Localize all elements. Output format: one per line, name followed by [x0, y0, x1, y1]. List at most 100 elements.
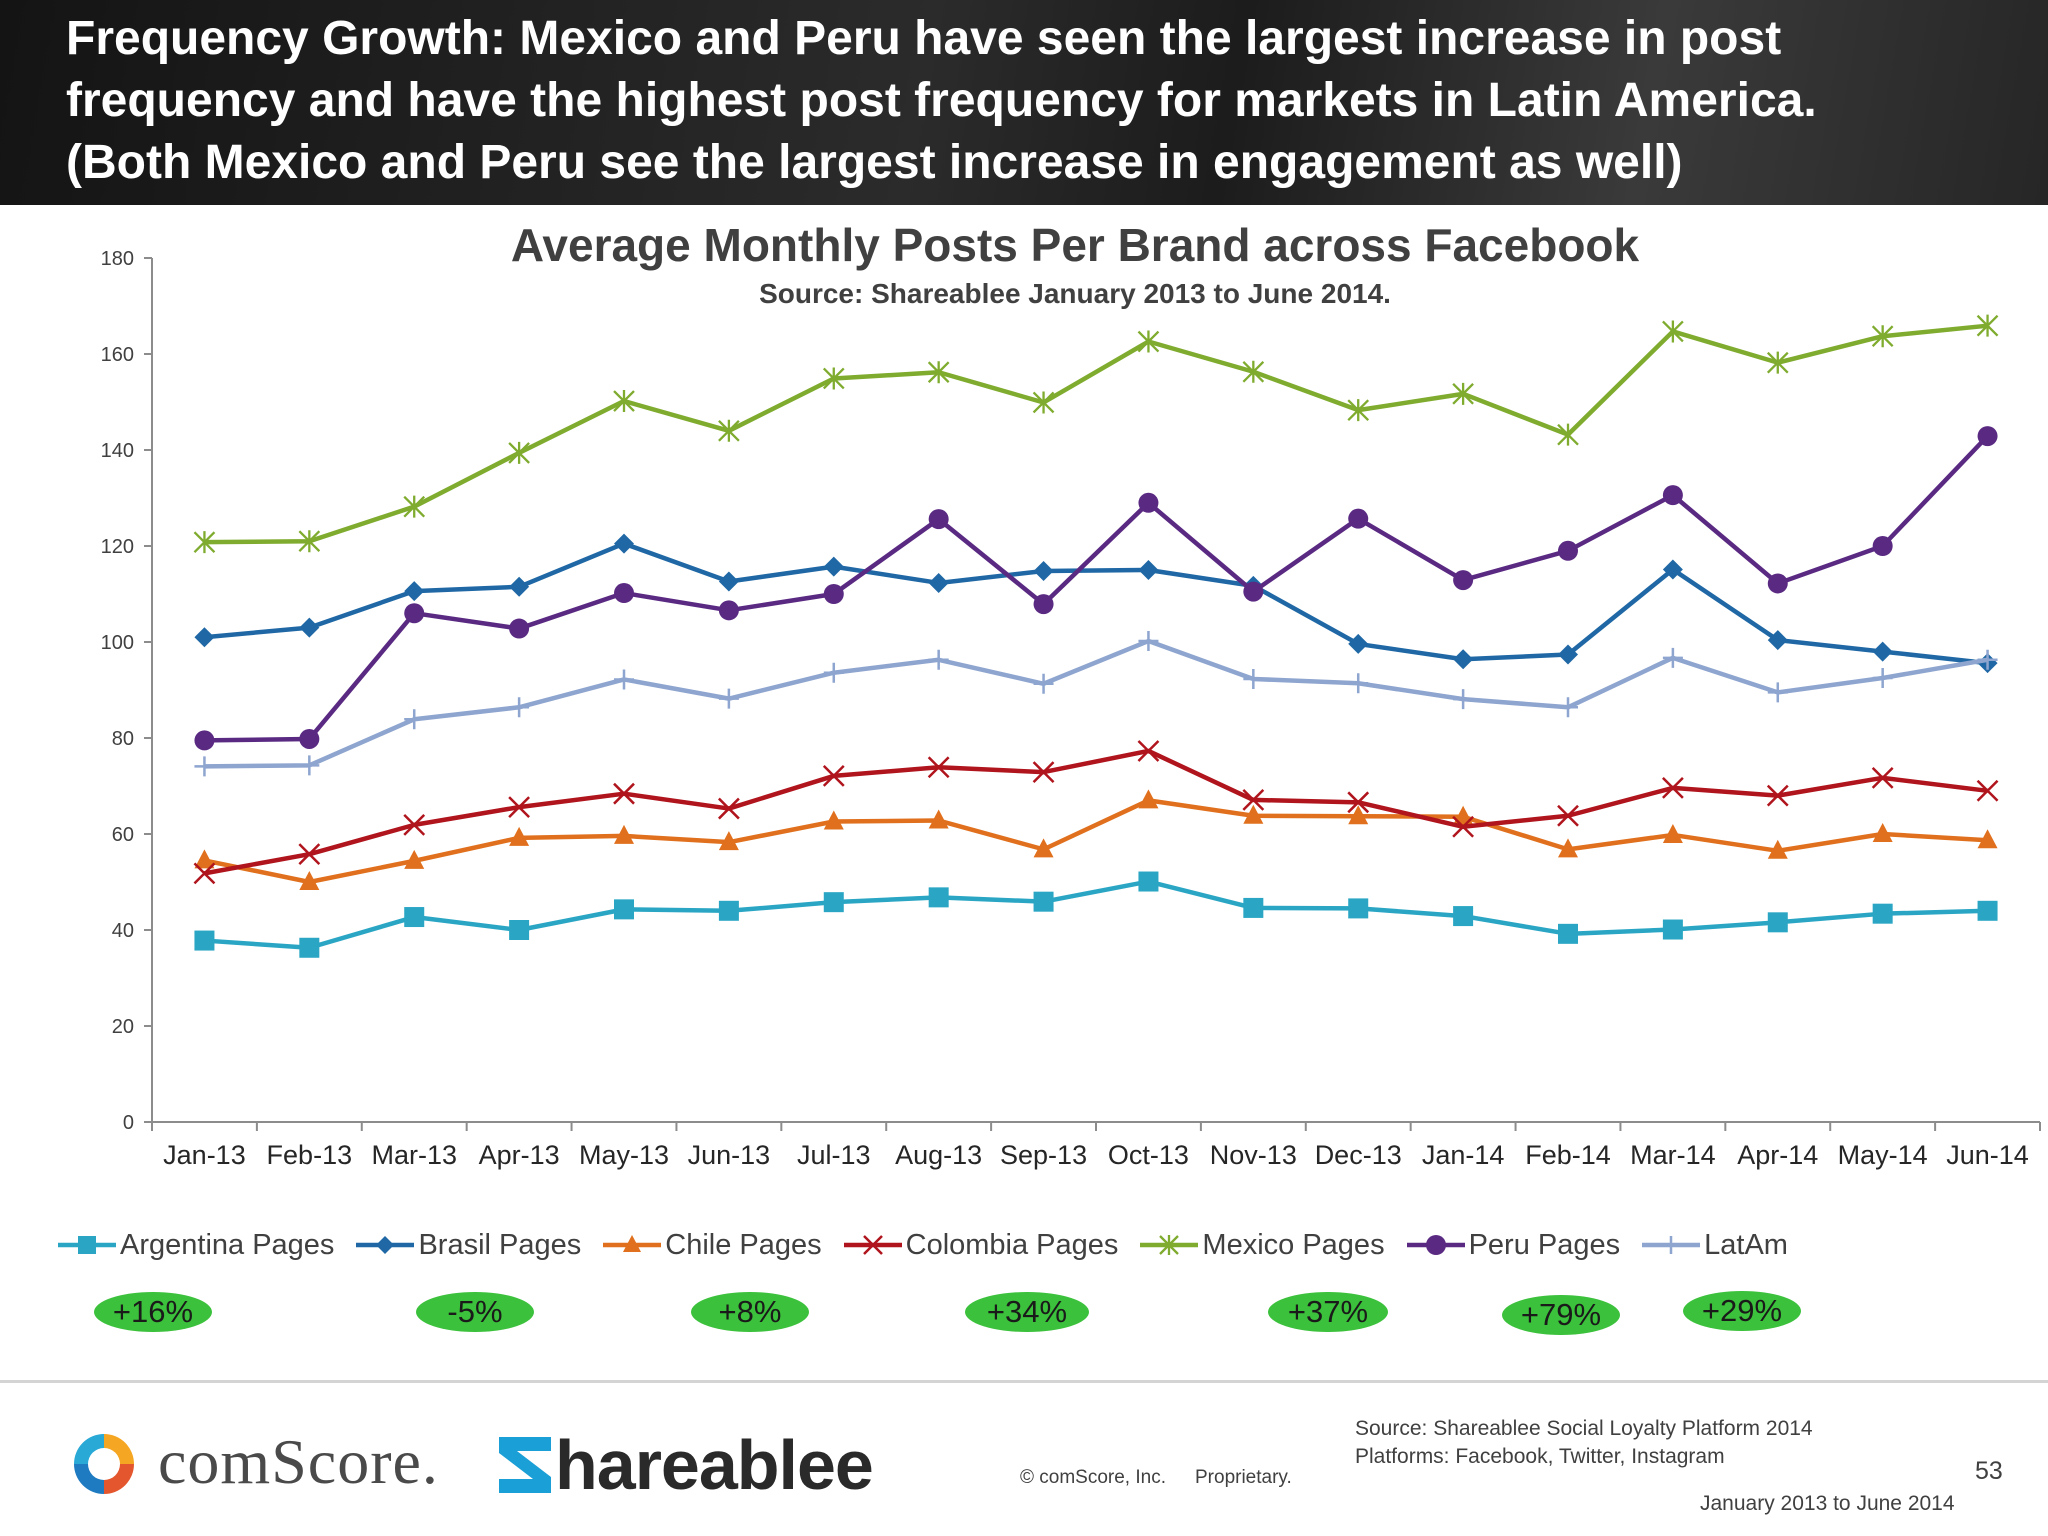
data-point-peru-pages	[194, 730, 215, 751]
legend-label: Peru Pages	[1468, 1228, 1621, 1261]
x-tick-label: Jun-13	[688, 1140, 771, 1170]
series-line-argentina-pages	[204, 879, 1988, 951]
data-point-peru-pages	[823, 584, 844, 604]
data-point-argentina-pages	[1348, 898, 1369, 919]
data-point-chile-pages	[509, 826, 530, 846]
data-point-argentina-pages	[614, 899, 634, 920]
x-tick-label: Mar-13	[371, 1140, 457, 1170]
shareablee-s-icon	[499, 1437, 551, 1493]
growth-badge-colombia: +34%	[965, 1292, 1089, 1332]
slide-title: Frequency Growth: Mexico and Peru have s…	[66, 12, 1817, 189]
series-line-chile-pages	[203, 798, 1988, 885]
data-point-argentina-pages	[1453, 906, 1474, 927]
legend-item-brasil-pages: Brasil Pages	[354, 1229, 581, 1262]
x-tick-label: Apr-13	[479, 1140, 560, 1170]
data-point-brasil-pages	[614, 533, 634, 554]
data-point-latam	[928, 649, 949, 670]
header-banner: Frequency Growth: Mexico and Peru have s…	[0, 0, 2048, 205]
data-point-argentina-pages	[928, 887, 949, 908]
data-point-brasil-pages	[1767, 630, 1788, 651]
data-point-argentina-pages	[1138, 871, 1159, 892]
legend-swatch-marker	[78, 1236, 96, 1254]
chart-title: Average Monthly Posts Per Brand across F…	[510, 219, 1640, 271]
proprietary-text: Proprietary.	[1195, 1467, 1292, 1488]
data-point-chile-pages	[299, 871, 320, 890]
y-tick-label: 140	[101, 440, 134, 462]
comscore-logo-text: comScore.	[158, 1426, 439, 1497]
series-line-brasil-pages	[204, 541, 1988, 666]
data-point-colombia-pages	[718, 797, 740, 820]
data-point-argentina-pages	[194, 930, 215, 951]
data-point-latam	[1558, 697, 1578, 718]
data-point-latam	[1767, 682, 1788, 703]
data-point-mexico-pages	[927, 361, 950, 384]
data-point-colombia-pages	[1137, 740, 1160, 762]
data-point-mexico-pages	[508, 441, 530, 464]
data-point-latam	[1453, 689, 1474, 710]
copyright-text: © comScore, Inc.	[1020, 1467, 1166, 1488]
data-point-mexico-pages	[298, 530, 321, 553]
data-point-mexico-pages	[1452, 382, 1474, 405]
data-point-chile-pages	[823, 810, 844, 830]
y-tick-label: 80	[112, 728, 134, 750]
shareablee-logo: hareablee	[495, 1425, 874, 1505]
data-point-colombia-pages	[1242, 789, 1265, 811]
data-point-brasil-pages	[1872, 641, 1893, 662]
data-point-chile-pages	[404, 849, 425, 869]
growth-badge-mexico: +37%	[1268, 1292, 1388, 1332]
data-point-chile-pages	[1662, 823, 1683, 843]
data-point-chile-pages	[1243, 804, 1264, 824]
data-point-colombia-pages	[1452, 815, 1474, 838]
data-point-chile-pages	[928, 809, 949, 829]
data-point-colombia-pages	[1557, 804, 1579, 827]
series-line-latam	[204, 638, 1988, 769]
page-number: 53	[1975, 1457, 2003, 1485]
data-point-argentina-pages	[1872, 903, 1893, 924]
data-point-latam	[1977, 649, 1998, 670]
data-point-mexico-pages	[1032, 391, 1055, 414]
data-point-colombia-pages	[298, 843, 321, 866]
chart-subtitle: Source: Shareablee January 2013 to June …	[759, 278, 1391, 309]
legend-item-latam: LatAm	[1640, 1229, 1788, 1262]
data-point-chile-pages	[1348, 805, 1369, 825]
growth-badge-chile: +8%	[691, 1292, 809, 1332]
data-point-peru-pages	[1977, 426, 1998, 447]
data-point-mexico-pages	[1871, 325, 1894, 348]
comscore-logo-icon	[74, 1434, 134, 1494]
data-point-peru-pages	[1138, 492, 1159, 513]
data-point-peru-pages	[1767, 573, 1788, 594]
y-tick-label: 100	[101, 632, 134, 654]
data-point-colombia-pages	[1976, 779, 1999, 802]
data-point-argentina-pages	[1767, 912, 1788, 933]
data-point-chile-pages	[194, 849, 215, 869]
data-point-latam	[1243, 668, 1264, 689]
data-point-latam	[194, 756, 215, 777]
x-tick-label: Mar-14	[1630, 1140, 1716, 1170]
data-point-brasil-pages	[823, 556, 844, 577]
legend-swatch-chile-pages	[603, 1235, 662, 1252]
growth-badge-argentina: +16%	[94, 1292, 212, 1332]
data-point-argentina-pages	[404, 907, 425, 928]
data-point-latam	[614, 669, 634, 690]
series-line-mexico-pages	[204, 323, 1988, 545]
data-point-colombia-pages	[193, 862, 216, 885]
chart-legend: Argentina Pages Brasil Pages Chile Pages Co…	[56, 1225, 2036, 1265]
data-point-mexico-pages	[1137, 330, 1160, 353]
data-point-colombia-pages	[1347, 791, 1370, 814]
data-point-peru-pages	[404, 603, 425, 624]
data-point-latam	[1138, 631, 1159, 652]
data-point-mexico-pages	[1662, 320, 1684, 343]
series-mexico-pages	[193, 314, 1999, 554]
data-point-brasil-pages	[1662, 559, 1683, 580]
x-tick-label: May-14	[1838, 1140, 1928, 1170]
legend-item-chile-pages: Chile Pages	[601, 1229, 822, 1262]
data-point-chile-pages	[1033, 838, 1054, 858]
x-tick-label: Oct-13	[1108, 1140, 1189, 1170]
data-point-brasil-pages	[1138, 560, 1159, 580]
data-point-colombia-pages	[927, 756, 950, 779]
legend-item-mexico-pages: Mexico Pages	[1138, 1229, 1385, 1262]
data-point-argentina-pages	[299, 937, 320, 958]
x-tick-label: Jul-13	[797, 1140, 871, 1170]
data-point-latam	[299, 755, 320, 776]
legend-label: LatAm	[1704, 1228, 1788, 1261]
